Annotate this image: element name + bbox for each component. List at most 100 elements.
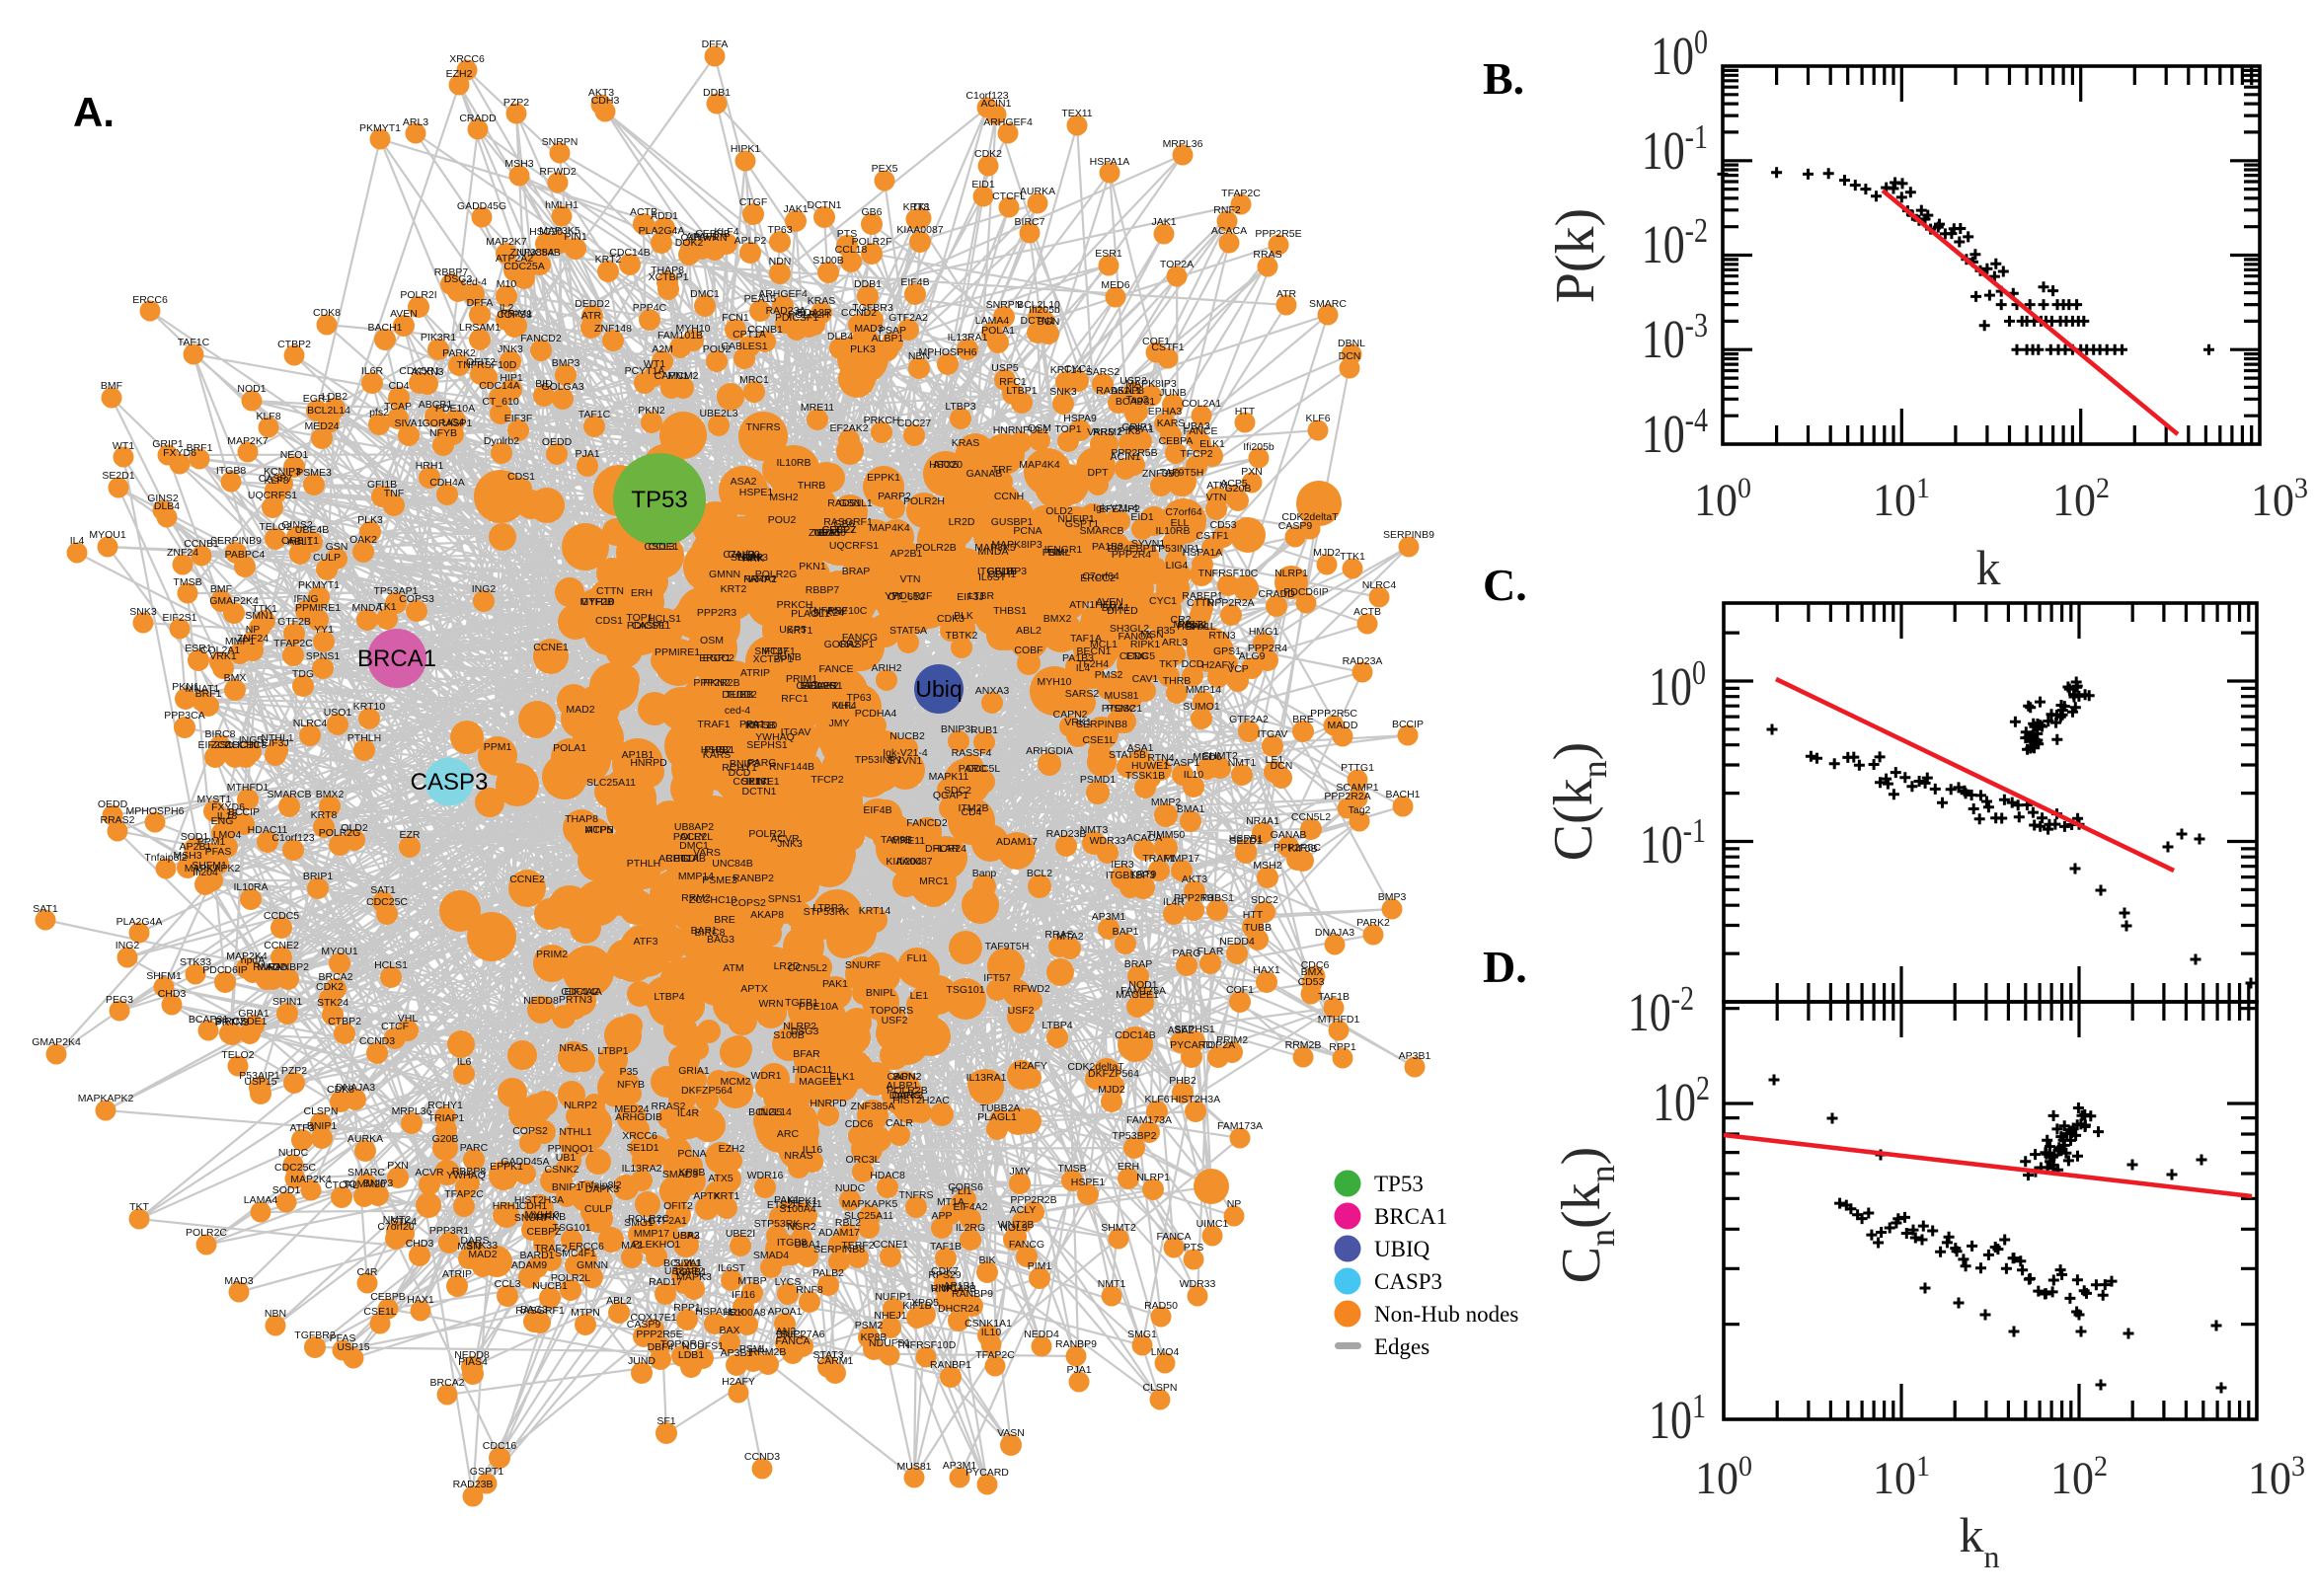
- svg-text:RPS29: RPS29: [928, 1269, 961, 1281]
- svg-text:TOMM20: TOMM20: [343, 1178, 386, 1190]
- svg-text:A.: A.: [73, 89, 115, 135]
- svg-text:PPP2R2A: PPP2R2A: [1324, 791, 1370, 802]
- svg-text:XPO5: XPO5: [911, 1297, 939, 1309]
- svg-text:PPP2R5E: PPP2R5E: [1255, 228, 1301, 240]
- svg-text:CHD3: CHD3: [158, 988, 187, 1000]
- svg-text:SNK3: SNK3: [129, 606, 157, 618]
- svg-text:IL4R: IL4R: [677, 1107, 700, 1119]
- svg-text:DPT: DPT: [1088, 467, 1110, 479]
- svg-text:SLNtrk3: SLNtrk3: [731, 552, 768, 564]
- svg-text:CASP3: CASP3: [411, 769, 489, 796]
- svg-text:HIST2H3A: HIST2H3A: [514, 1194, 564, 1206]
- svg-text:SLC27A6: SLC27A6: [781, 1329, 825, 1340]
- svg-text:BAP1: BAP1: [691, 925, 718, 937]
- svg-text:FAM173A: FAM173A: [1126, 1114, 1172, 1126]
- svg-text:LDB1: LDB1: [678, 1349, 704, 1361]
- svg-text:IFNG: IFNG: [293, 593, 318, 605]
- svg-text:IL10RB: IL10RB: [776, 457, 811, 469]
- svg-text:LTBP4: LTBP4: [1042, 1020, 1072, 1031]
- svg-text:TGFB1: TGFB1: [785, 997, 818, 1009]
- svg-text:VTN: VTN: [900, 573, 921, 585]
- svg-text:TNFRSF10C: TNFRSF10C: [1198, 568, 1259, 579]
- svg-text:CDC27: CDC27: [897, 418, 932, 429]
- svg-text:Dynlrb2: Dynlrb2: [484, 435, 519, 447]
- svg-text:EZH2: EZH2: [719, 1143, 745, 1155]
- svg-text:TP53: TP53: [1374, 1172, 1424, 1196]
- svg-text:OAK2: OAK2: [349, 534, 377, 546]
- svg-text:POLA1: POLA1: [553, 742, 586, 754]
- svg-text:EZH2: EZH2: [446, 68, 473, 80]
- svg-text:ACTB: ACTB: [1353, 606, 1381, 618]
- svg-text:AKT3: AKT3: [588, 87, 614, 99]
- svg-text:WDR33: WDR33: [1180, 1278, 1216, 1290]
- svg-text:BRE: BRE: [714, 914, 735, 926]
- svg-text:HSPE1: HSPE1: [739, 487, 774, 498]
- svg-text:BNIP1: BNIP1: [307, 1120, 338, 1132]
- svg-text:TAF1A: TAF1A: [1070, 633, 1102, 645]
- svg-text:SIVA1: SIVA1: [674, 1257, 703, 1269]
- svg-text:MAP4K4: MAP4K4: [869, 522, 910, 534]
- svg-text:ABL2: ABL2: [606, 1295, 632, 1307]
- svg-text:TKT: TKT: [129, 1201, 149, 1213]
- svg-text:SDC2: SDC2: [944, 785, 971, 797]
- svg-text:COBF: COBF: [1014, 645, 1042, 656]
- svg-text:TP63: TP63: [767, 224, 792, 236]
- svg-text:TK1: TK1: [911, 201, 930, 213]
- svg-text:STK4: STK4: [391, 1216, 417, 1228]
- svg-text:CYC1: CYC1: [1149, 595, 1177, 607]
- svg-text:TAF9T5H: TAF9T5H: [985, 941, 1030, 952]
- svg-text:PHB2: PHB2: [1169, 1075, 1197, 1087]
- svg-text:MYH10: MYH10: [579, 596, 614, 608]
- svg-text:PJA1: PJA1: [575, 448, 599, 460]
- svg-text:ARHGDIA: ARHGDIA: [1026, 745, 1073, 757]
- svg-text:FANCD2: FANCD2: [906, 817, 948, 829]
- svg-text:C1orf123: C1orf123: [965, 90, 1008, 102]
- svg-text:LMO4: LMO4: [1151, 1346, 1180, 1358]
- svg-text:APLP2: APLP2: [734, 235, 767, 247]
- svg-text:USF2: USF2: [882, 1015, 908, 1026]
- svg-text:ERCC2: ERCC2: [1080, 572, 1116, 584]
- svg-text:GMNN: GMNN: [709, 569, 740, 580]
- svg-text:CSE1L: CSE1L: [1082, 734, 1115, 746]
- svg-text:HNRPD: HNRPD: [810, 1098, 847, 1109]
- svg-text:C.: C.: [1483, 560, 1527, 610]
- svg-text:BID: BID: [535, 378, 553, 390]
- svg-text:FANCD2: FANCD2: [520, 333, 562, 344]
- svg-text:IL10RA: IL10RA: [233, 881, 268, 893]
- svg-text:k: k: [1976, 540, 2001, 595]
- svg-text:MAP4K4: MAP4K4: [1019, 459, 1060, 471]
- svg-text:ING5: ING5: [758, 1106, 783, 1118]
- svg-text:USO1: USO1: [324, 707, 352, 719]
- svg-text:EZR: EZR: [400, 829, 421, 841]
- svg-text:SMARC: SMARC: [1309, 298, 1347, 310]
- svg-text:MED24: MED24: [304, 420, 339, 432]
- svg-text:ADAM17: ADAM17: [996, 836, 1038, 848]
- svg-text:ERH: ERH: [1118, 1161, 1139, 1173]
- svg-text:WRN: WRN: [758, 998, 783, 1010]
- svg-text:CHD3: CHD3: [406, 1238, 434, 1250]
- svg-text:UB8AP2: UB8AP2: [674, 821, 714, 833]
- svg-text:KIF5B: KIF5B: [1288, 843, 1317, 855]
- svg-text:PPINQO1: PPINQO1: [548, 1143, 594, 1155]
- svg-text:POU2: POU2: [768, 514, 797, 526]
- svg-text:SHFM1: SHFM1: [146, 970, 182, 982]
- svg-text:FCN1: FCN1: [722, 312, 749, 324]
- svg-text:HNRNPUL1: HNRNPUL1: [993, 424, 1049, 436]
- svg-text:EDA2R: EDA2R: [797, 307, 831, 319]
- svg-text:HSPA1A: HSPA1A: [1090, 156, 1130, 168]
- svg-text:TNF: TNF: [384, 488, 404, 499]
- svg-text:MTPN: MTPN: [571, 1307, 600, 1319]
- svg-text:TOP2A: TOP2A: [1160, 259, 1194, 270]
- svg-text:MRC1: MRC1: [739, 374, 769, 386]
- svg-text:AP3M1: AP3M1: [1092, 911, 1126, 923]
- svg-text:XCTBP1: XCTBP1: [649, 271, 689, 283]
- svg-text:ELK1: ELK1: [829, 1071, 855, 1083]
- svg-text:SHMT2: SHMT2: [1101, 1222, 1136, 1234]
- svg-text:ANXA3: ANXA3: [975, 685, 1010, 697]
- svg-text:POLR2F: POLR2F: [892, 590, 933, 602]
- svg-text:pfs2: pfs2: [369, 407, 389, 418]
- svg-text:ZNF385A: ZNF385A: [510, 247, 555, 259]
- svg-text:PLA2G4A: PLA2G4A: [639, 225, 685, 237]
- svg-text:MJD2: MJD2: [1098, 1084, 1125, 1096]
- svg-text:TBTK2: TBTK2: [946, 630, 978, 642]
